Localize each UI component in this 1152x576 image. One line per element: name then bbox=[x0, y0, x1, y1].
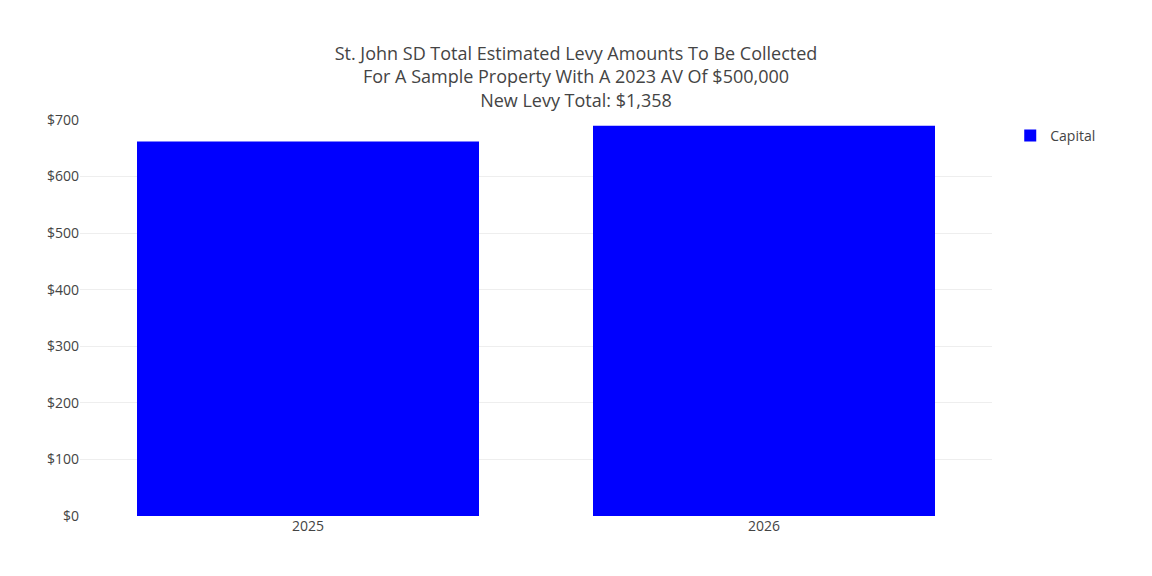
svg-text:2025: 2025 bbox=[292, 516, 324, 535]
svg-text:$300: $300 bbox=[47, 336, 79, 355]
svg-text:$700: $700 bbox=[47, 110, 79, 129]
svg-text:$600: $600 bbox=[47, 166, 79, 185]
svg-text:Capital: Capital bbox=[1050, 126, 1095, 145]
svg-text:2026: 2026 bbox=[748, 516, 780, 535]
svg-text:$200: $200 bbox=[47, 393, 79, 412]
svg-text:$400: $400 bbox=[47, 280, 79, 299]
svg-text:$500: $500 bbox=[47, 223, 79, 242]
svg-text:$0: $0 bbox=[63, 506, 79, 525]
svg-text:$100: $100 bbox=[47, 449, 79, 468]
svg-text:St. John SD Total Estimated Le: St. John SD Total Estimated Levy Amounts… bbox=[335, 41, 818, 112]
